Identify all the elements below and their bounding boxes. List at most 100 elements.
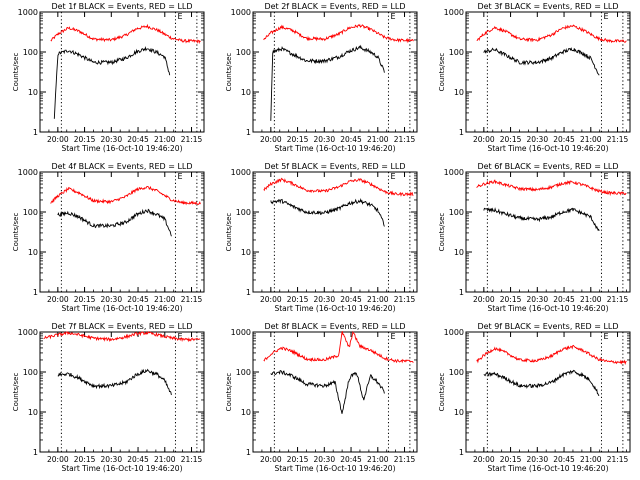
y-tick-label: 1 <box>246 448 251 457</box>
plot-frame <box>465 171 631 293</box>
y-tick-label: 100 <box>23 48 38 57</box>
x-tick-label: 20:45 <box>127 295 149 304</box>
panel-title: Det 7f BLACK = Events, RED = LLD <box>51 322 192 331</box>
y-axis-label: Counts/sec <box>438 373 446 412</box>
edge-marker-label: E <box>390 12 395 21</box>
plot-frame <box>39 171 205 293</box>
y-tick-label: 10 <box>241 88 251 97</box>
panel-det-3: Det 3f BLACK = Events, RED = LLD 1 10 100 10… <box>438 2 631 153</box>
y-tick-label: 1000 <box>18 168 38 177</box>
x-tick-label: 20:30 <box>526 135 548 144</box>
panel-det-6: Det 6f BLACK = Events, RED = LLD 1 10 100 10… <box>438 162 631 313</box>
x-axis-label: Start Time (16-Oct-10 19:46:20) <box>61 144 182 153</box>
series-line-events <box>483 47 600 76</box>
x-axis-label: Start Time (16-Oct-10 19:46:20) <box>487 144 608 153</box>
x-axis-label: Start Time (16-Oct-10 19:46:20) <box>61 464 182 473</box>
x-tick-label: 20:30 <box>100 295 122 304</box>
x-tick-label: 20:45 <box>553 455 575 464</box>
y-tick-label: 10 <box>28 88 38 97</box>
x-tick-label: 20:30 <box>526 455 548 464</box>
x-tick-label: 20:15 <box>287 295 309 304</box>
plot-frame <box>39 11 205 133</box>
y-tick-label: 1 <box>33 288 38 297</box>
x-tick-label: 21:00 <box>154 295 176 304</box>
panel-det-7: Det 7f BLACK = Events, RED = LLD 1 10 100 10… <box>12 322 205 473</box>
edge-marker-label: E <box>177 332 182 341</box>
x-tick-label: 21:00 <box>580 295 602 304</box>
y-tick-label: 10 <box>454 248 464 257</box>
y-tick-label: 100 <box>449 208 464 217</box>
y-tick-label: 1000 <box>18 8 38 17</box>
x-tick-label: 20:30 <box>313 135 335 144</box>
y-tick-label: 1000 <box>231 168 251 177</box>
series-line-events <box>483 207 600 231</box>
series-line-lld <box>263 330 414 364</box>
panel-title: Det 2f BLACK = Events, RED = LLD <box>264 2 405 11</box>
y-tick-label: 1 <box>459 448 464 457</box>
y-tick-label: 1 <box>459 288 464 297</box>
edge-marker-label: E <box>603 332 608 341</box>
x-tick-label: 20:45 <box>127 135 149 144</box>
x-tick-label: 21:15 <box>607 295 629 304</box>
x-tick-label: 21:00 <box>154 455 176 464</box>
plot-frame <box>465 11 631 133</box>
x-tick-label: 20:00 <box>260 455 282 464</box>
x-tick-label: 21:15 <box>394 455 416 464</box>
x-tick-label: 20:00 <box>47 295 69 304</box>
x-axis-label: Start Time (16-Oct-10 19:46:20) <box>274 304 395 313</box>
x-tick-label: 20:30 <box>526 295 548 304</box>
panel-det-5: Det 5f BLACK = Events, RED = LLD 1 10 100 10… <box>225 162 418 313</box>
x-tick-label: 20:45 <box>553 135 575 144</box>
series-line-events <box>483 369 600 397</box>
x-tick-label: 21:00 <box>580 455 602 464</box>
y-tick-label: 1 <box>33 128 38 137</box>
plot-frame <box>465 331 631 453</box>
panel-det-1: Det 1f BLACK = Events, RED = LLD 1 10 100 10… <box>12 2 205 153</box>
x-tick-label: 21:15 <box>394 135 416 144</box>
series-line-lld <box>476 24 627 44</box>
x-tick-label: 20:15 <box>500 455 522 464</box>
x-tick-label: 20:45 <box>340 295 362 304</box>
series-line-lld <box>263 177 414 197</box>
y-axis-label: Counts/sec <box>438 53 446 92</box>
y-tick-label: 1000 <box>444 168 464 177</box>
x-tick-label: 21:15 <box>607 455 629 464</box>
panel-title: Det 8f BLACK = Events, RED = LLD <box>264 322 405 331</box>
x-tick-label: 21:00 <box>367 295 389 304</box>
series-line-events <box>53 46 171 119</box>
y-tick-label: 1000 <box>18 328 38 337</box>
y-tick-label: 100 <box>449 48 464 57</box>
edge-marker-label: E <box>177 172 182 181</box>
series-line-lld <box>50 23 201 45</box>
series-line-events <box>57 368 172 396</box>
x-tick-label: 20:45 <box>340 455 362 464</box>
y-axis-label: Counts/sec <box>225 373 233 412</box>
y-tick-label: 10 <box>454 88 464 97</box>
x-axis-label: Start Time (16-Oct-10 19:46:20) <box>487 464 608 473</box>
y-tick-label: 10 <box>28 248 38 257</box>
x-tick-label: 20:45 <box>127 455 149 464</box>
series-line-lld <box>43 331 201 343</box>
panel-title: Det 5f BLACK = Events, RED = LLD <box>264 162 405 171</box>
y-tick-label: 100 <box>449 368 464 377</box>
panel-title: Det 6f BLACK = Events, RED = LLD <box>477 162 618 171</box>
x-axis-label: Start Time (16-Oct-10 19:46:20) <box>487 304 608 313</box>
y-tick-label: 1 <box>459 128 464 137</box>
plot-frame <box>252 11 418 133</box>
plot-frame <box>252 331 418 453</box>
x-tick-label: 21:15 <box>181 135 203 144</box>
y-tick-label: 100 <box>236 208 251 217</box>
series-line-lld <box>50 185 201 206</box>
edge-marker-label: E <box>603 12 608 21</box>
y-tick-label: 1 <box>246 288 251 297</box>
x-tick-label: 21:15 <box>181 455 203 464</box>
panel-title: Det 1f BLACK = Events, RED = LLD <box>51 2 192 11</box>
plot-frame <box>252 171 418 293</box>
x-tick-label: 20:00 <box>473 295 495 304</box>
x-tick-label: 20:15 <box>287 455 309 464</box>
y-tick-label: 1000 <box>444 8 464 17</box>
x-tick-label: 20:00 <box>47 455 69 464</box>
panel-det-8: Det 8f BLACK = Events, RED = LLD 1 10 100 10… <box>225 322 418 473</box>
y-tick-label: 100 <box>23 208 38 217</box>
